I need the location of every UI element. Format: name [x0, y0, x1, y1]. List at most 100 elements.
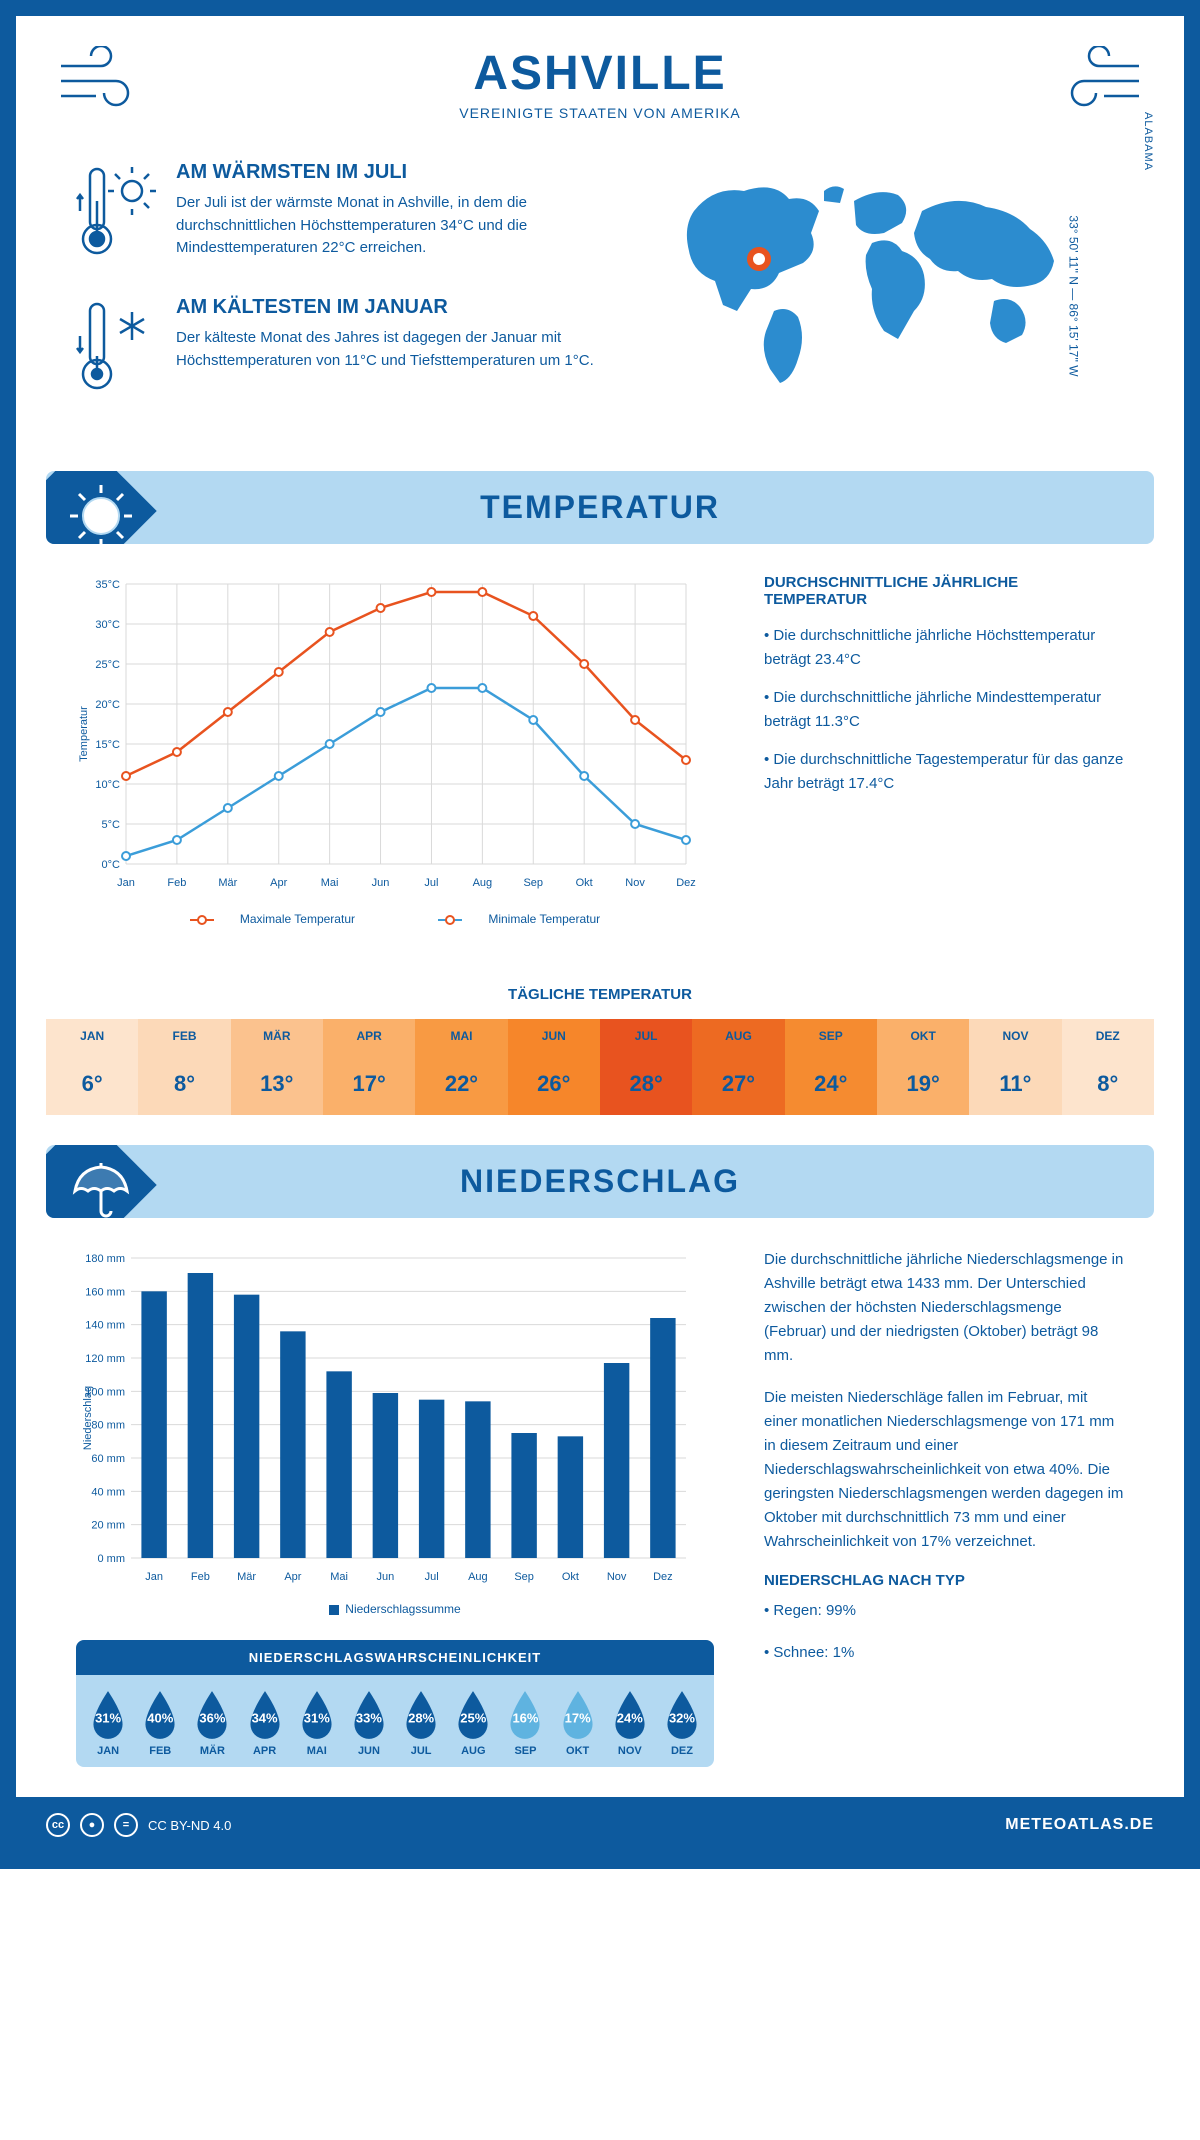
svg-text:Apr: Apr [284, 1571, 301, 1583]
wind-icon [56, 46, 146, 121]
temp-cell: OKT19° [877, 1019, 969, 1115]
svg-text:160 mm: 160 mm [85, 1286, 125, 1298]
prob-cell: 28%JUL [395, 1689, 447, 1757]
footer: cc ● = CC BY-ND 4.0 METEOATLAS.DE [16, 1797, 1184, 1853]
svg-text:15°C: 15°C [95, 739, 120, 751]
svg-text:Jul: Jul [424, 877, 438, 889]
prob-cell: 33%JUN [343, 1689, 395, 1757]
sun-icon [66, 481, 136, 544]
coordinates: 33° 50' 11'' N — 86° 15' 17'' W [1066, 215, 1080, 376]
temp-cell: NOV11° [969, 1019, 1061, 1115]
infographic-page: ASHVILLE VEREINIGTE STAATEN VON AMERIKA … [0, 0, 1200, 1869]
precip-legend: Niederschlagssumme [76, 1602, 714, 1616]
svg-text:30°C: 30°C [95, 619, 120, 631]
svg-text:Jan: Jan [117, 877, 135, 889]
temp-cell: JAN6° [46, 1019, 138, 1115]
svg-text:25°C: 25°C [95, 659, 120, 671]
nd-icon: = [114, 1813, 138, 1837]
prob-title: NIEDERSCHLAGSWAHRSCHEINLICHKEIT [76, 1640, 714, 1675]
prob-cell: 24%NOV [604, 1689, 656, 1757]
temp-bullet: • Die durchschnittliche jährliche Höchst… [764, 624, 1124, 672]
svg-text:Aug: Aug [473, 877, 493, 889]
svg-text:20°C: 20°C [95, 699, 120, 711]
precip-legend-label: Niederschlagssumme [345, 1602, 460, 1616]
prob-cell: 36%MÄR [186, 1689, 238, 1757]
coldest-text: Der kälteste Monat des Jahres ist dagege… [176, 327, 624, 372]
region-label: ALABAMA [1142, 112, 1154, 171]
svg-text:35°C: 35°C [95, 579, 120, 591]
svg-text:Mai: Mai [330, 1571, 348, 1583]
prob-cell: 32%DEZ [656, 1689, 708, 1757]
svg-text:Apr: Apr [270, 877, 287, 889]
svg-text:40 mm: 40 mm [91, 1486, 125, 1498]
temp-info-title: DURCHSCHNITTLICHE JÄHRLICHE TEMPERATUR [764, 574, 1124, 608]
header: ASHVILLE VEREINIGTE STAATEN VON AMERIKA [16, 16, 1184, 141]
legend-min-label: Minimale Temperatur [488, 912, 600, 926]
svg-text:140 mm: 140 mm [85, 1320, 125, 1332]
daily-temp-title: TÄGLICHE TEMPERATUR [16, 986, 1184, 1003]
svg-text:120 mm: 120 mm [85, 1353, 125, 1365]
precip-info: Die durchschnittliche jährliche Niedersc… [764, 1248, 1124, 1767]
prob-cell: 16%SEP [499, 1689, 551, 1757]
thermometer-sun-icon [76, 161, 156, 266]
temp-cell: FEB8° [138, 1019, 230, 1115]
svg-text:Jan: Jan [145, 1571, 163, 1583]
svg-text:Dez: Dez [676, 877, 696, 889]
facts-column: AM WÄRMSTEN IM JULI Der Juli ist der wär… [76, 161, 624, 431]
prob-cell: 31%JAN [82, 1689, 134, 1757]
precip-type-title: NIEDERSCHLAG NACH TYP [764, 1572, 1124, 1589]
svg-text:180 mm: 180 mm [85, 1253, 125, 1265]
svg-text:Jul: Jul [425, 1571, 439, 1583]
temp-cell: AUG27° [692, 1019, 784, 1115]
daily-temp-table: JAN6°FEB8°MÄR13°APR17°MAI22°JUN26°JUL28°… [46, 1019, 1154, 1115]
svg-text:10°C: 10°C [95, 779, 120, 791]
svg-text:5°C: 5°C [102, 819, 121, 831]
temperature-section: Temperatur 0°C 5°C 10°C 15°C 20°C 25°C 30°C 35°… [16, 574, 1184, 956]
temp-cell: DEZ8° [1062, 1019, 1154, 1115]
temp-bullet: • Die durchschnittliche Tagestemperatur … [764, 748, 1124, 796]
cc-icon: cc [46, 1813, 70, 1837]
warmest-fact: AM WÄRMSTEN IM JULI Der Juli ist der wär… [76, 161, 624, 266]
city-title: ASHVILLE [36, 46, 1164, 101]
svg-text:80 mm: 80 mm [91, 1420, 125, 1432]
prob-cell: 31%MAI [291, 1689, 343, 1757]
temp-cell: MAI22° [415, 1019, 507, 1115]
precip-type-snow: • Schnee: 1% [764, 1641, 1124, 1665]
temp-cell: JUL28° [600, 1019, 692, 1115]
warmest-text: Der Juli ist der wärmste Monat in Ashvil… [176, 192, 624, 260]
svg-text:Jun: Jun [372, 877, 390, 889]
temperature-title: TEMPERATUR [46, 489, 1154, 526]
temp-bullet: • Die durchschnittliche jährliche Mindes… [764, 686, 1124, 734]
license-block: cc ● = CC BY-ND 4.0 [46, 1813, 231, 1837]
world-map: ALABAMA 33° 50' 11'' N — 86° 15' 17'' W [664, 161, 1124, 431]
wind-icon [1054, 46, 1144, 121]
svg-text:Mai: Mai [321, 877, 339, 889]
svg-text:20 mm: 20 mm [91, 1520, 125, 1532]
thermometer-snow-icon [76, 296, 156, 401]
precip-y-label: Niederschlag [82, 1386, 94, 1450]
precip-bar-chart: Niederschlag 0 mm20 mm40 mm60 mm80 mm100… [76, 1248, 714, 1588]
prob-cell: 25%AUG [447, 1689, 499, 1757]
temp-cell: JUN26° [508, 1019, 600, 1115]
precip-para: Die meisten Niederschläge fallen im Febr… [764, 1386, 1124, 1554]
svg-text:Sep: Sep [523, 877, 543, 889]
legend-max-label: Maximale Temperatur [240, 912, 355, 926]
temperature-line-chart: Temperatur 0°C 5°C 10°C 15°C 20°C 25°C 30°C 35°… [76, 574, 714, 926]
precip-para: Die durchschnittliche jährliche Niedersc… [764, 1248, 1124, 1368]
svg-text:0°C: 0°C [102, 859, 121, 871]
prob-cell: 40%FEB [134, 1689, 186, 1757]
svg-text:Okt: Okt [576, 877, 593, 889]
svg-text:60 mm: 60 mm [91, 1453, 125, 1465]
by-icon: ● [80, 1813, 104, 1837]
country-subtitle: VEREINIGTE STAATEN VON AMERIKA [36, 105, 1164, 121]
umbrella-icon [66, 1155, 136, 1218]
svg-text:Mär: Mär [237, 1571, 256, 1583]
svg-text:Sep: Sep [514, 1571, 534, 1583]
temp-y-label: Temperatur [78, 706, 90, 762]
site-name: METEOATLAS.DE [1005, 1816, 1154, 1834]
svg-text:Dez: Dez [653, 1571, 673, 1583]
temp-cell: APR17° [323, 1019, 415, 1115]
prob-cell: 17%OKT [552, 1689, 604, 1757]
temp-legend: Maximale Temperatur Minimale Temperatur [76, 912, 714, 926]
svg-text:Feb: Feb [167, 877, 186, 889]
